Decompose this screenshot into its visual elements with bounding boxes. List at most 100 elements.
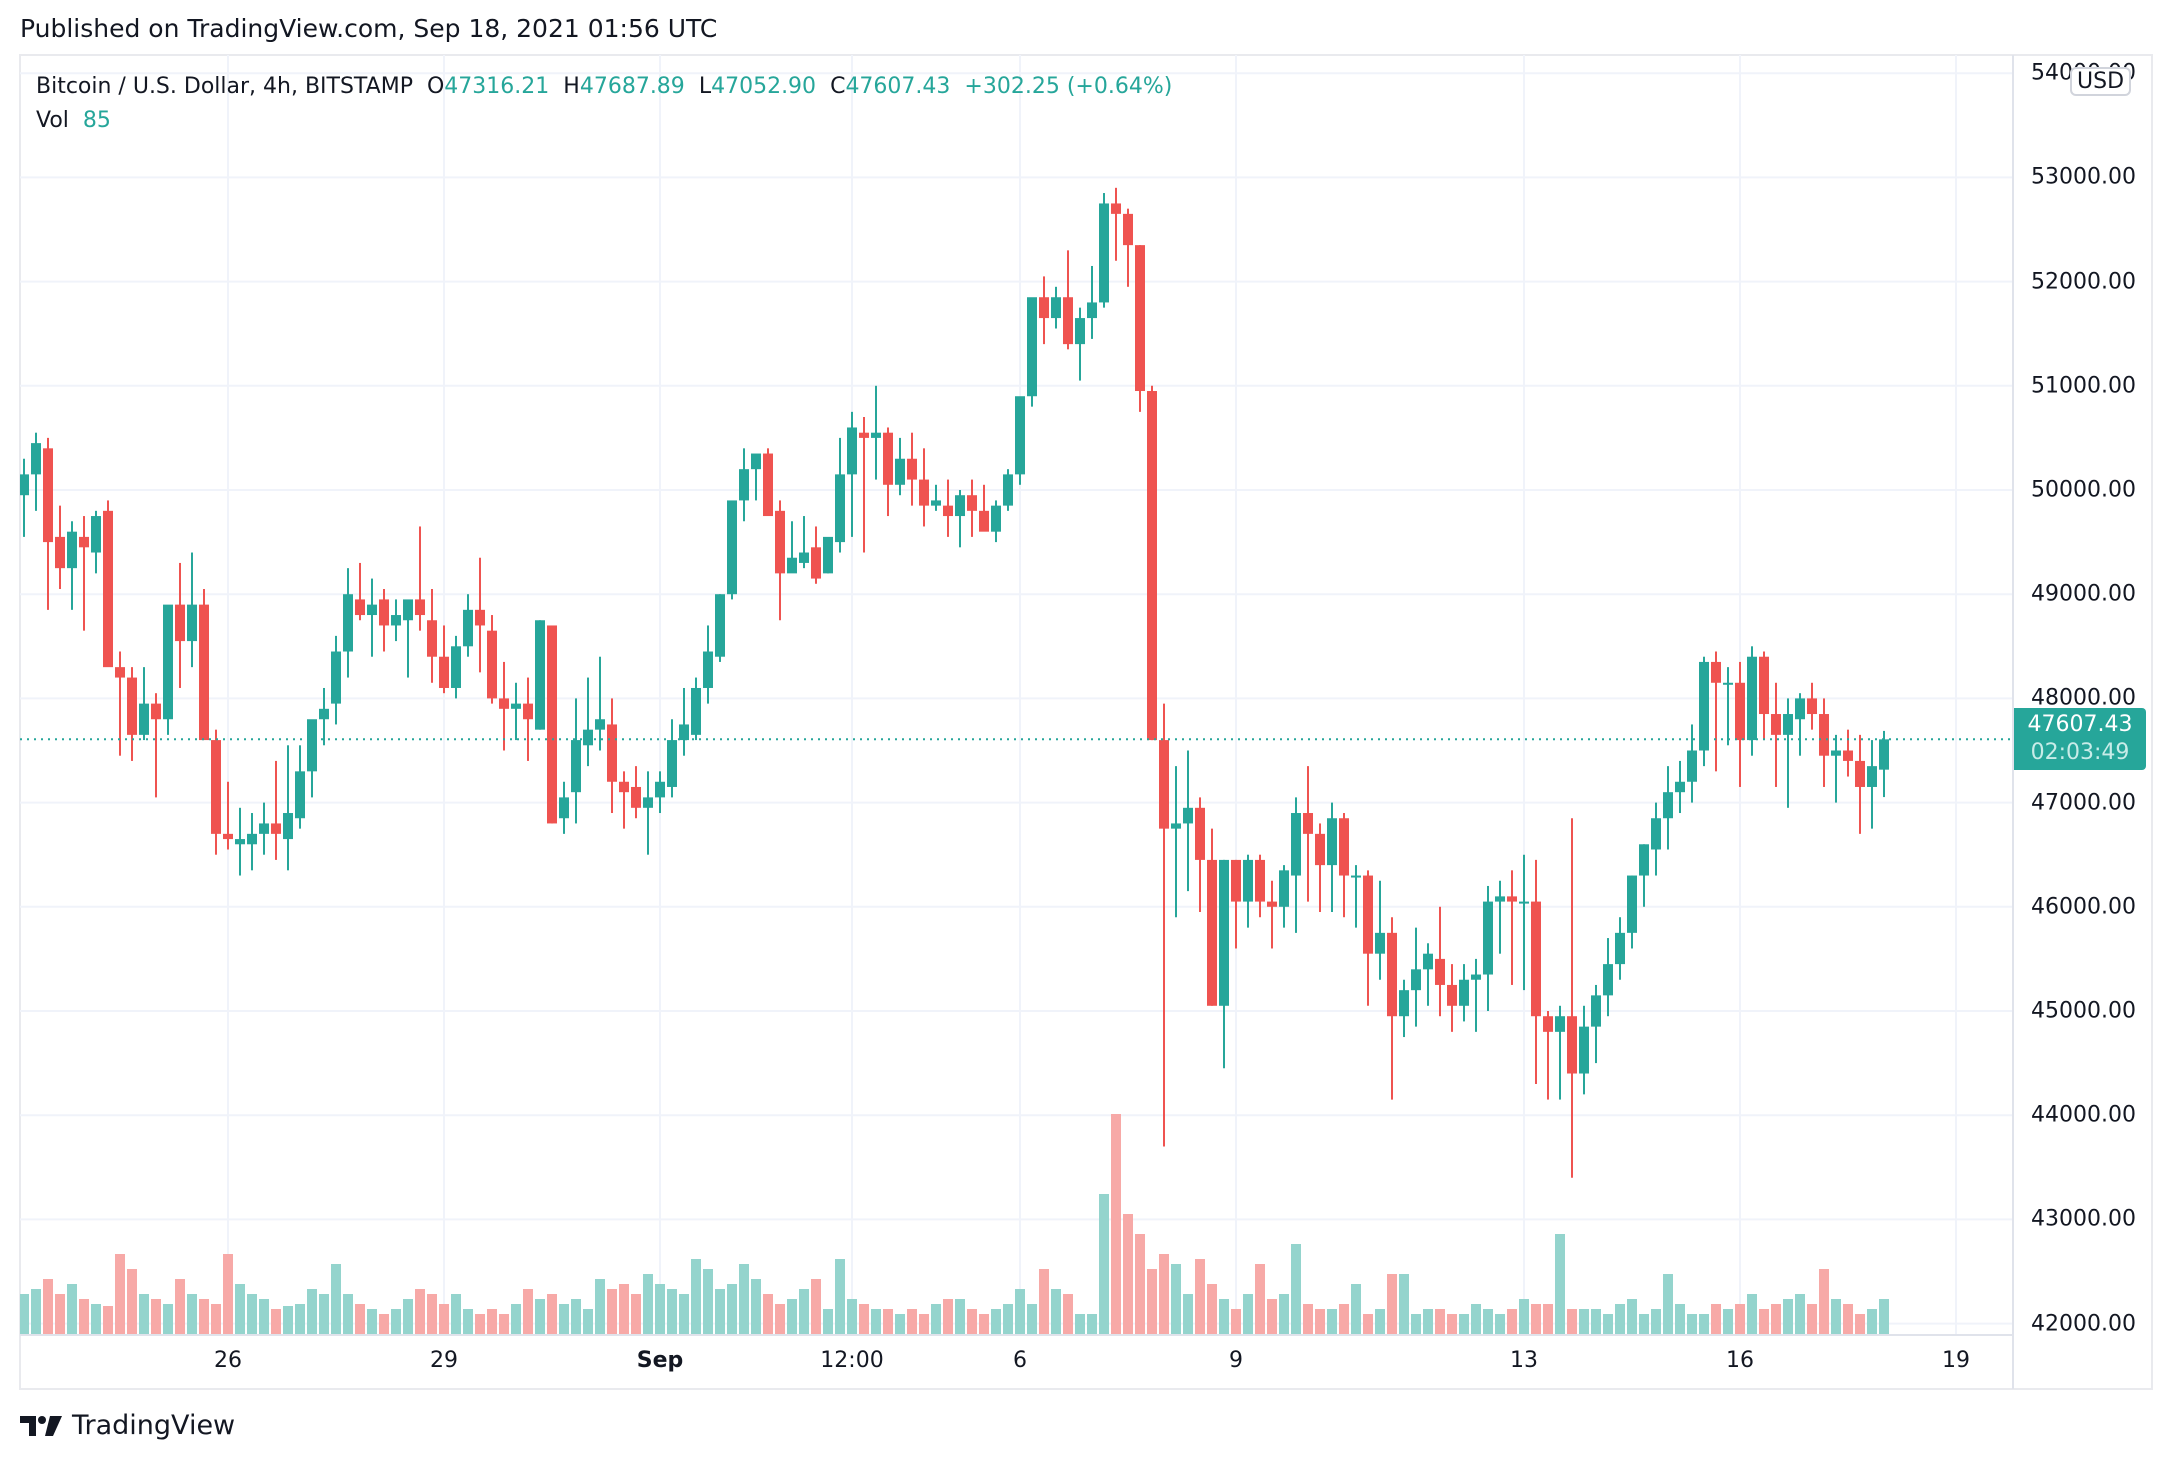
candle[interactable]: [799, 516, 809, 569]
candle[interactable]: [1747, 646, 1757, 756]
candle[interactable]: [571, 698, 581, 824]
candle[interactable]: [1615, 917, 1625, 980]
candle[interactable]: [1447, 964, 1457, 1032]
candle[interactable]: [271, 760, 281, 860]
candle[interactable]: [1831, 734, 1841, 803]
candle[interactable]: [1339, 813, 1349, 918]
candle[interactable]: [1303, 766, 1313, 902]
price-axis[interactable]: 54000.0053000.0052000.0051000.0050000.00…: [2012, 55, 2154, 1389]
candle[interactable]: [1459, 964, 1469, 1022]
candle[interactable]: [1399, 979, 1409, 1038]
candle[interactable]: [583, 677, 593, 767]
candle[interactable]: [1519, 854, 1529, 991]
candle[interactable]: [247, 813, 257, 871]
candle[interactable]: [1555, 1005, 1565, 1100]
candle[interactable]: [427, 588, 437, 683]
candle[interactable]: [67, 521, 77, 610]
candle[interactable]: [931, 484, 941, 511]
candle[interactable]: [1627, 875, 1637, 949]
candle[interactable]: [1255, 854, 1265, 918]
candle[interactable]: [991, 500, 1001, 543]
candle[interactable]: [295, 745, 305, 829]
candle[interactable]: [595, 656, 605, 751]
candlestick-chart[interactable]: [20, 55, 2012, 1334]
candle[interactable]: [1735, 661, 1745, 787]
tradingview-logo[interactable]: TradingView: [20, 1410, 235, 1441]
candle[interactable]: [355, 562, 365, 621]
candle[interactable]: [919, 448, 929, 527]
candle[interactable]: [511, 682, 521, 741]
candle[interactable]: [187, 552, 197, 668]
candle[interactable]: [1471, 958, 1481, 1032]
candle[interactable]: [1135, 245, 1145, 412]
candle[interactable]: [1579, 1005, 1589, 1095]
candle[interactable]: [643, 771, 653, 855]
candle[interactable]: [1879, 730, 1889, 798]
candle[interactable]: [415, 526, 425, 631]
candle[interactable]: [1759, 651, 1769, 741]
currency-badge[interactable]: USD: [2070, 67, 2132, 96]
candle[interactable]: [1795, 693, 1805, 756]
candle[interactable]: [1207, 828, 1217, 1006]
candle[interactable]: [151, 693, 161, 798]
candle[interactable]: [1039, 276, 1049, 345]
candle[interactable]: [631, 766, 641, 819]
candle[interactable]: [871, 385, 881, 480]
candle[interactable]: [811, 526, 821, 584]
candle[interactable]: [1291, 797, 1301, 933]
candle[interactable]: [163, 604, 173, 735]
candle[interactable]: [1183, 750, 1193, 892]
candle[interactable]: [1267, 880, 1277, 949]
candle[interactable]: [1147, 385, 1157, 741]
candle[interactable]: [967, 479, 977, 537]
candle[interactable]: [1603, 938, 1613, 1017]
candle[interactable]: [1675, 760, 1685, 814]
candle[interactable]: [907, 432, 917, 506]
candle[interactable]: [667, 719, 677, 798]
candle[interactable]: [1351, 865, 1361, 928]
candle[interactable]: [703, 625, 713, 704]
candle[interactable]: [223, 781, 233, 850]
candle[interactable]: [1171, 766, 1181, 918]
candle[interactable]: [883, 427, 893, 517]
candle[interactable]: [739, 448, 749, 522]
candle[interactable]: [1531, 859, 1541, 1084]
candle[interactable]: [943, 479, 953, 537]
candle[interactable]: [1063, 250, 1073, 350]
candle[interactable]: [1387, 917, 1397, 1100]
candle[interactable]: [43, 437, 53, 610]
candle[interactable]: [1243, 854, 1253, 928]
candle[interactable]: [1819, 698, 1829, 787]
candle[interactable]: [451, 635, 461, 699]
candle[interactable]: [655, 771, 665, 814]
candle[interactable]: [1723, 667, 1733, 746]
candle[interactable]: [1051, 286, 1061, 329]
candle[interactable]: [1543, 1011, 1553, 1100]
candle[interactable]: [523, 677, 533, 761]
candle[interactable]: [103, 500, 113, 668]
candle[interactable]: [139, 667, 149, 741]
candle[interactable]: [1363, 870, 1373, 1006]
candle[interactable]: [1003, 469, 1013, 511]
candle[interactable]: [1855, 734, 1865, 834]
candle[interactable]: [1783, 698, 1793, 808]
candle[interactable]: [307, 719, 317, 798]
candle[interactable]: [475, 557, 485, 673]
legend-symbol[interactable]: Bitcoin / U.S. Dollar, 4h, BITSTAMP: [36, 74, 413, 99]
candle[interactable]: [979, 484, 989, 532]
candle[interactable]: [1327, 802, 1337, 913]
candle[interactable]: [847, 411, 857, 537]
candle[interactable]: [775, 500, 785, 621]
candle[interactable]: [1495, 880, 1505, 954]
candle[interactable]: [331, 635, 341, 725]
candle[interactable]: [235, 807, 245, 876]
candle[interactable]: [79, 516, 89, 631]
candle[interactable]: [1315, 823, 1325, 913]
candle[interactable]: [1087, 265, 1097, 339]
candle[interactable]: [1195, 797, 1205, 913]
candle[interactable]: [499, 661, 509, 751]
candle[interactable]: [1807, 682, 1817, 730]
candle[interactable]: [1507, 870, 1517, 985]
candle[interactable]: [559, 781, 569, 834]
candle[interactable]: [859, 417, 869, 553]
